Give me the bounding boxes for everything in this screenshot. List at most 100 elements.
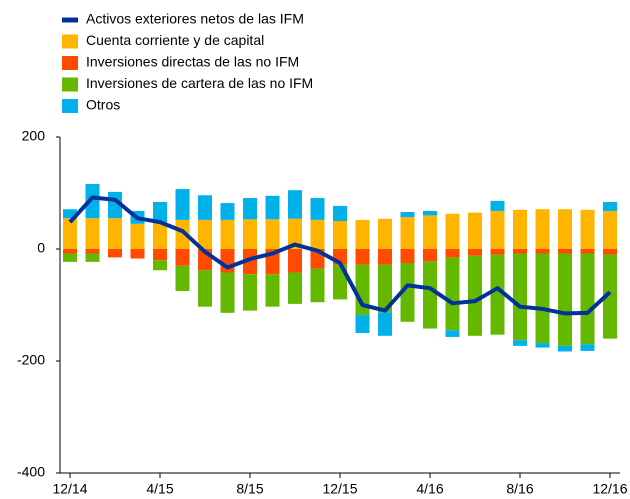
bar — [310, 219, 325, 249]
bar — [558, 209, 572, 249]
bar — [63, 209, 77, 219]
bar — [468, 212, 482, 249]
legend-label: Inversiones directas de las no IFM — [86, 54, 299, 70]
bar — [513, 209, 527, 249]
bar — [400, 249, 415, 263]
bar — [490, 254, 505, 335]
bar — [378, 249, 392, 265]
x-tick-label: 4/15 — [146, 481, 173, 497]
bar — [63, 253, 77, 262]
bar — [355, 219, 370, 249]
bar — [243, 219, 257, 249]
bar — [490, 200, 505, 211]
bar — [108, 218, 122, 249]
bar — [580, 344, 595, 351]
bar — [558, 253, 572, 346]
bar — [85, 218, 100, 249]
bar — [558, 345, 572, 352]
legend-swatch — [62, 56, 78, 70]
x-tick-label: 12/14 — [52, 481, 87, 497]
x-tick-label: 12/15 — [322, 481, 357, 497]
bar — [198, 219, 212, 249]
bar — [423, 261, 437, 329]
y-tick-label: -200 — [17, 352, 45, 368]
bar — [198, 195, 212, 220]
bar — [288, 218, 302, 249]
bar — [355, 249, 370, 265]
bar — [220, 203, 235, 220]
bar — [603, 254, 617, 339]
bar — [445, 213, 460, 249]
bar — [378, 218, 392, 249]
bar — [63, 249, 77, 254]
bar — [175, 249, 190, 266]
bar — [175, 189, 190, 220]
bar — [423, 210, 437, 216]
bar — [175, 219, 190, 249]
bar — [85, 184, 100, 219]
bar — [445, 257, 460, 331]
x-tick-label: 12/16 — [592, 481, 627, 497]
legend-swatch — [62, 99, 78, 113]
bar — [558, 249, 572, 254]
bar — [490, 210, 505, 249]
y-tick-label: -400 — [17, 464, 45, 480]
bar — [580, 253, 595, 345]
bar — [333, 205, 347, 221]
bar — [513, 253, 527, 341]
bar — [243, 249, 257, 275]
bar — [535, 249, 550, 254]
bar — [468, 249, 482, 256]
bar — [513, 249, 527, 254]
bar — [243, 274, 257, 311]
bar — [423, 215, 437, 249]
legend-swatch — [62, 34, 78, 49]
x-tick-label: 8/15 — [236, 481, 263, 497]
legend-label: Activos exteriores netos de las IFM — [86, 11, 304, 27]
bar — [153, 222, 167, 249]
bar — [333, 221, 347, 249]
bar — [175, 265, 190, 291]
bar — [130, 249, 145, 259]
bar — [220, 219, 235, 249]
bar — [490, 249, 505, 255]
y-tick-label: 200 — [22, 128, 46, 144]
bar — [198, 270, 212, 307]
bar — [153, 201, 167, 223]
bar — [153, 260, 167, 271]
legend-label: Cuenta corriente y de capital — [86, 32, 264, 48]
bar — [288, 249, 302, 273]
bar — [265, 274, 280, 307]
legend-label: Otros — [86, 97, 120, 113]
bar — [423, 249, 437, 262]
bar — [378, 312, 392, 336]
bar — [288, 272, 302, 304]
bar — [288, 190, 302, 219]
bar — [85, 253, 100, 262]
bar — [400, 217, 415, 249]
legend-swatch — [62, 77, 78, 92]
bar — [603, 249, 617, 255]
bar — [535, 209, 550, 249]
line — [68, 195, 612, 316]
bar — [265, 219, 280, 249]
bar — [400, 212, 415, 218]
x-tick-label: 8/16 — [506, 481, 533, 497]
bar — [603, 210, 617, 249]
bar — [580, 249, 595, 254]
x-tick-label: 4/16 — [416, 481, 443, 497]
bar — [85, 249, 100, 254]
bar — [400, 263, 415, 322]
bar — [445, 330, 460, 337]
bar — [310, 198, 325, 220]
bar — [513, 340, 527, 346]
legend-label: Inversiones de cartera de las no IFM — [86, 75, 313, 91]
bar — [153, 249, 167, 261]
bar — [63, 218, 77, 249]
bar — [108, 249, 122, 258]
bar — [445, 249, 460, 258]
y-tick-label: 0 — [37, 240, 45, 256]
bar — [265, 195, 280, 220]
bar — [535, 343, 550, 348]
